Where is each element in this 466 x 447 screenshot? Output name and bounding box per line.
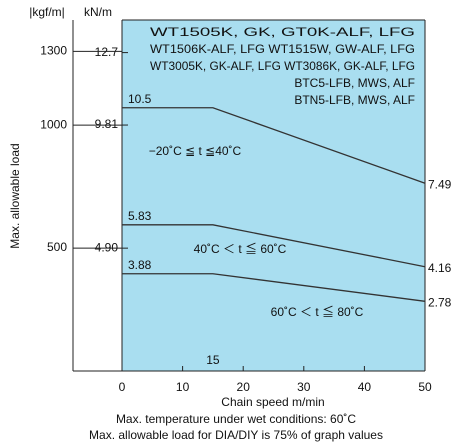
plot-area: [122, 20, 425, 371]
y2-unit: |kgf/m|: [29, 5, 65, 19]
y2-tick-label: 1300: [40, 44, 67, 58]
series-line: [122, 224, 426, 268]
value-label: 3.88: [128, 258, 152, 272]
model-text: WT1506K-ALF, LFG WT1515W, GW-ALF, LFG: [150, 42, 415, 56]
annotation: 60˚C ＜ t ≦ 80˚C: [271, 304, 364, 319]
model-text: WT1505K, GK, GT0K-ALF, LFG: [150, 25, 415, 39]
annotation: 40˚C ＜ t ≦ 60˚C: [194, 241, 287, 256]
y-unit: kN/m: [84, 5, 112, 19]
x-marker-label: 15: [206, 353, 220, 367]
y-axis-label: Max. allowable load: [8, 143, 22, 248]
annotation: −20˚C ≦ t ≦40˚C: [149, 144, 242, 158]
y-tick-label: 9.81: [95, 117, 119, 131]
y-tick-label: 4.90: [95, 240, 119, 254]
note: Max. temperature under wet conditions: 6…: [116, 412, 356, 426]
x-axis-label: Chain speed m/min: [221, 395, 324, 409]
series-line: [122, 107, 426, 184]
model-text: WT3005K, GK-ALF, LFG WT3086K, GK-ALF, LF…: [150, 59, 415, 73]
x-tick-label: 10: [176, 380, 190, 394]
x-tick-label: 50: [418, 380, 432, 394]
y2-tick-label: 1000: [40, 117, 67, 131]
model-text: BTN5-LFB, MWS, ALF: [294, 93, 415, 107]
value-label: 5.83: [128, 209, 152, 223]
model-text: BTC5-LFB, MWS, ALF: [294, 76, 415, 90]
value-label: 2.78: [428, 295, 452, 309]
value-label: 4.16: [428, 261, 452, 275]
value-label: 10.5: [128, 92, 152, 106]
x-tick-label: 0: [119, 380, 126, 394]
y2-tick-label: 500: [47, 240, 67, 254]
note: Max. allowable load for DIA/DIY is 75% o…: [89, 428, 383, 442]
series-line: [122, 273, 426, 302]
x-tick-label: 30: [297, 380, 311, 394]
x-tick-label: 40: [358, 380, 372, 394]
value-label: 7.49: [428, 177, 452, 191]
x-tick-label: 20: [237, 380, 251, 394]
